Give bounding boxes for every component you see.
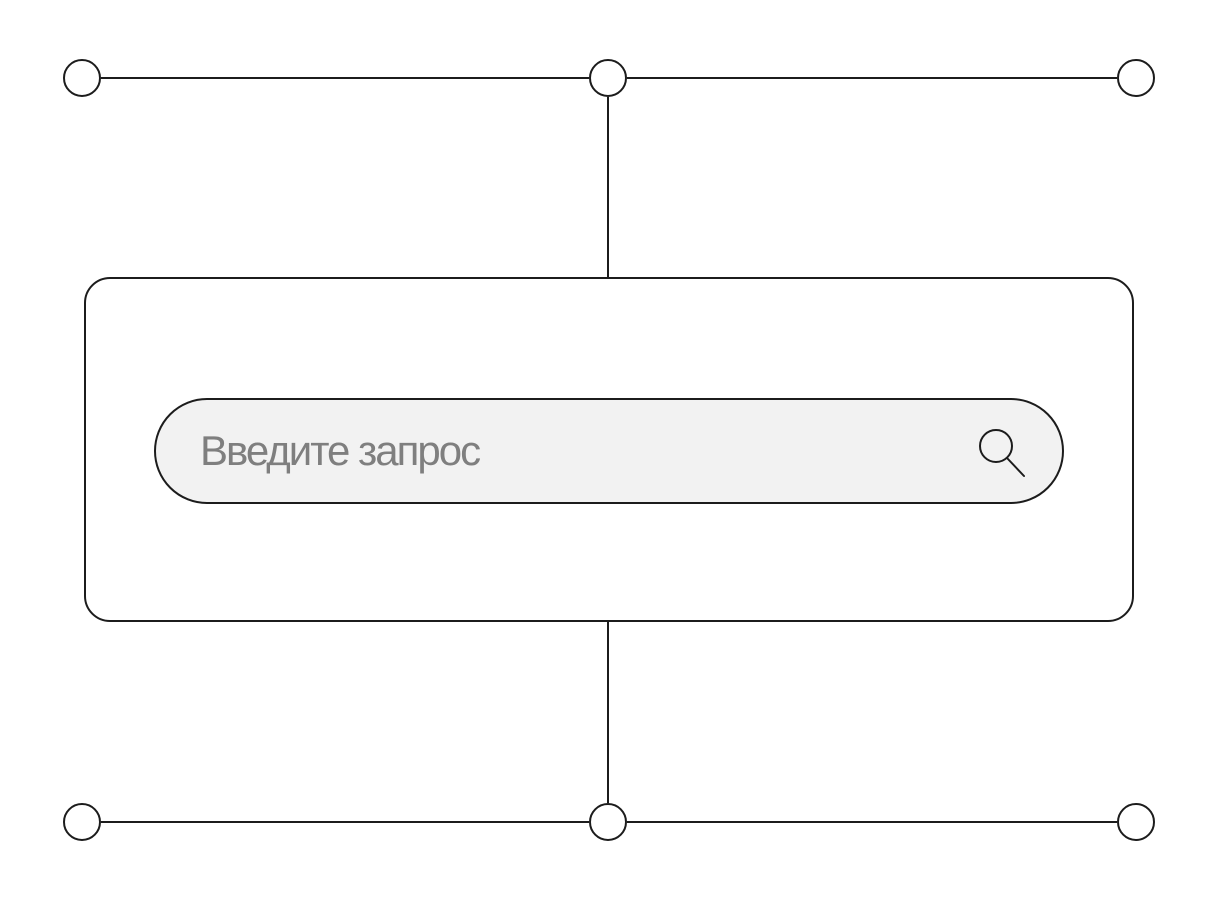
bottom-right-node <box>1117 803 1155 841</box>
search-bar <box>154 398 1064 504</box>
top-center-node <box>589 59 627 97</box>
search-button[interactable] <box>972 421 1032 481</box>
bottom-center-node <box>589 803 627 841</box>
search-input[interactable] <box>200 400 960 502</box>
top-left-node <box>63 59 101 97</box>
top-right-node <box>1117 59 1155 97</box>
bottom-left-node <box>63 803 101 841</box>
search-icon <box>979 429 1025 477</box>
search-panel <box>84 277 1134 622</box>
